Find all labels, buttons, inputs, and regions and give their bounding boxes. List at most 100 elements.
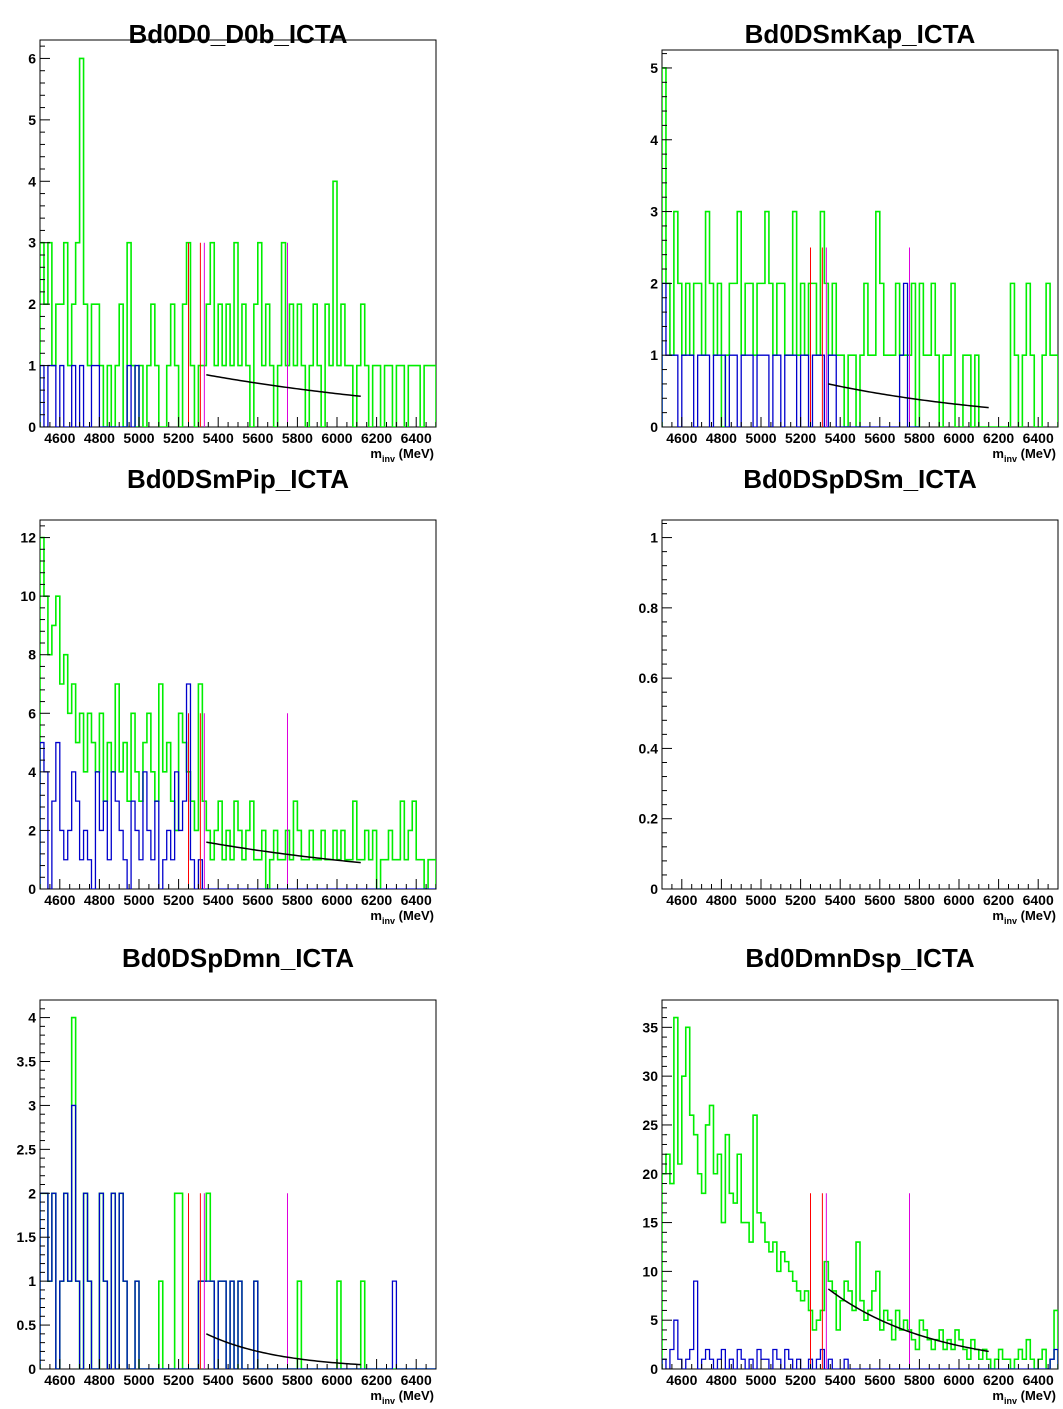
histogram-series-blue (40, 683, 436, 889)
x-tick-label: 4600 (44, 1372, 75, 1388)
x-axis-label: minv (MeV) (992, 446, 1056, 464)
x-axis-label-unit: (MeV) (1017, 446, 1056, 461)
x-tick-label: 5000 (745, 1372, 776, 1388)
x-tick-label: 5200 (785, 430, 816, 446)
y-tick-label: 1 (28, 358, 36, 374)
x-tick-label: 5200 (163, 892, 194, 908)
chart-title: Bd0DSpDSm_ICTA (743, 464, 977, 494)
histogram-series-green (40, 57, 436, 427)
y-tick-label: 4 (650, 132, 658, 148)
x-axis-label-main: m (992, 908, 1004, 923)
y-tick-label: 2 (28, 1185, 36, 1201)
x-tick-label: 5400 (203, 430, 234, 446)
x-tick-label: 6000 (321, 430, 352, 446)
x-tick-label: 6200 (361, 430, 392, 446)
y-tick-label: 35 (642, 1019, 658, 1035)
y-tick-label: 4 (28, 1010, 36, 1026)
x-tick-label: 5400 (825, 1372, 856, 1388)
x-tick-label: 5000 (123, 1372, 154, 1388)
y-tick-label: 25 (642, 1117, 658, 1133)
y-tick-label: 2 (650, 275, 658, 291)
x-tick-label: 4600 (666, 430, 697, 446)
histogram-series-green (662, 67, 1058, 427)
x-tick-label: 4600 (44, 430, 75, 446)
x-tick-label: 6400 (401, 1372, 432, 1388)
fit-curve (206, 841, 361, 864)
x-tick-label: 6000 (943, 892, 974, 908)
x-tick-label: 5000 (745, 892, 776, 908)
y-tick-label: 5 (650, 1312, 658, 1328)
y-tick-label: 12 (20, 530, 36, 546)
y-tick-label: 6 (28, 705, 36, 721)
fit-curve (206, 374, 361, 398)
x-axis-label-main: m (370, 908, 382, 923)
y-tick-label: 15 (642, 1215, 658, 1231)
chart-title: Bd0DmnDsp_ICTA (745, 943, 974, 973)
y-tick-label: 0.2 (639, 811, 659, 827)
y-tick-label: 2 (28, 296, 36, 312)
x-axis-label-unit: (MeV) (395, 1388, 434, 1403)
chart-panel: Bd0DSmKap_ICTA 4600 4800 5000 5200 5400 5600 58… (650, 19, 1059, 464)
y-tick-label: 20 (642, 1166, 658, 1182)
x-axis-label-sub: inv (382, 916, 395, 926)
x-axis-label-sub: inv (382, 454, 395, 464)
x-tick-label: 5600 (864, 892, 895, 908)
chart-panel: Bd0DSpDSm_ICTA 4600 4800 5000 5200 5400 5600 58… (639, 464, 1059, 926)
x-tick-label: 6200 (983, 892, 1014, 908)
y-tick-label: 1.5 (17, 1229, 37, 1245)
data-layer (40, 57, 436, 427)
x-tick-label: 4800 (84, 430, 115, 446)
histogram-series-blue (662, 282, 920, 427)
histogram-series-blue (40, 364, 140, 427)
histogram-series-green (40, 536, 436, 889)
x-tick-label: 6400 (1023, 1372, 1054, 1388)
x-tick-label: 5000 (123, 430, 154, 446)
chart-title: Bd0DSpDmn_ICTA (122, 943, 354, 973)
x-tick-label: 6200 (983, 1372, 1014, 1388)
x-tick-label: 5600 (242, 1372, 273, 1388)
x-tick-label: 6400 (401, 430, 432, 446)
x-tick-label: 5000 (123, 892, 154, 908)
x-tick-label: 5200 (163, 1372, 194, 1388)
y-tick-label: 1 (650, 347, 658, 363)
x-axis-label-main: m (992, 446, 1004, 461)
x-tick-label: 5800 (904, 1372, 935, 1388)
chart-title: Bd0DSmKap_ICTA (745, 19, 976, 49)
fit-curve (828, 383, 989, 409)
x-tick-label: 6000 (943, 430, 974, 446)
x-tick-label: 5800 (282, 892, 313, 908)
y-tick-label: 0.4 (639, 740, 659, 756)
y-tick-label: 10 (20, 588, 36, 604)
x-axis-label: minv (MeV) (992, 908, 1056, 926)
data-layer (662, 67, 1058, 427)
y-tick-label: 30 (642, 1068, 658, 1084)
y-tick-label: 0 (28, 419, 36, 435)
x-axis-label-sub: inv (1004, 916, 1017, 926)
y-tick-label: 0 (28, 1361, 36, 1377)
x-tick-label: 6200 (361, 1372, 392, 1388)
chart-panel: Bd0DSmPip_ICTA 4600 4800 5000 5200 5400 5600 58… (20, 464, 437, 926)
y-tick-label: 1 (650, 530, 658, 546)
x-tick-label: 5400 (203, 892, 234, 908)
y-tick-label: 0.6 (639, 670, 659, 686)
y-tick-label: 3 (28, 1097, 36, 1113)
data-layer (40, 536, 436, 889)
x-tick-label: 6000 (321, 1372, 352, 1388)
x-tick-label: 6400 (1023, 430, 1054, 446)
y-tick-label: 8 (28, 647, 36, 663)
y-tick-label: 3.5 (17, 1054, 37, 1070)
x-tick-label: 5600 (242, 430, 273, 446)
y-tick-label: 2.5 (17, 1141, 37, 1157)
chart-panel: Bd0DSpDmn_ICTA 4600 4800 5000 5200 5400 5600 58… (17, 943, 437, 1406)
x-tick-label: 5200 (163, 430, 194, 446)
x-tick-label: 4800 (84, 892, 115, 908)
x-axis-label-unit: (MeV) (1017, 908, 1056, 923)
x-tick-label: 4800 (706, 892, 737, 908)
chart-panel: Bd0D0_D0b_ICTA 4600 4800 5000 5200 5400 5600 58… (28, 19, 437, 464)
x-tick-label: 6000 (321, 892, 352, 908)
x-tick-label: 5400 (203, 1372, 234, 1388)
x-axis-label-sub: inv (382, 1396, 395, 1406)
y-tick-label: 3 (28, 235, 36, 251)
